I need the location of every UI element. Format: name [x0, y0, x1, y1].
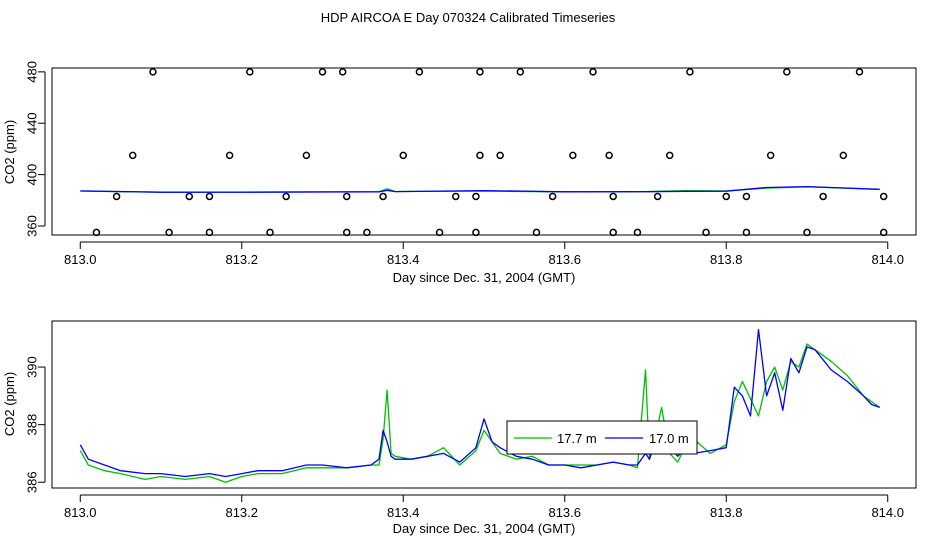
calibration-point: [665, 151, 674, 160]
y-tick-label: 390: [24, 356, 39, 378]
calibration-point: [472, 192, 480, 201]
calibration-point: [496, 151, 504, 160]
x-tick-label: 813.0: [64, 252, 97, 267]
x-tick-label: 813.2: [225, 505, 258, 520]
calibration-point: [532, 228, 541, 237]
top-panel: 813.0 813.2 813.4 813.6 813.8 814.0 360 400 440…: [2, 61, 917, 285]
y-tick-label: 386: [24, 471, 39, 493]
calibration-point: [879, 228, 888, 237]
calibration-point: [205, 228, 214, 237]
x-tick-label: 814.0: [871, 252, 904, 267]
calibration-point: [569, 151, 577, 160]
x-tick-label: 813.4: [387, 505, 420, 520]
calibration-point: [185, 192, 194, 201]
y-tick-label: 388: [24, 414, 39, 436]
calibration-point: [205, 192, 214, 201]
calibration-point: [128, 151, 137, 160]
calibration-point: [742, 192, 751, 201]
legend: 17.7 m 17.0 m: [506, 420, 698, 455]
bottom-x-axis: 813.0 813.2 813.4 813.6 813.8 814.0: [64, 494, 904, 520]
calibration-point: [472, 228, 480, 237]
calibration-point: [92, 228, 101, 237]
y-tick-label: 480: [24, 61, 39, 83]
bottom-panel: 813.0 813.2 813.4 813.6 813.8 814.0 386 388 390…: [2, 320, 917, 536]
bottom-series-lines: [79, 328, 881, 483]
calibration-point: [415, 68, 424, 76]
calibration-point: [516, 68, 525, 76]
calibration-point: [112, 192, 121, 201]
calibration-point: [338, 68, 347, 76]
bottom-y-axis: 386 388 390: [24, 356, 46, 493]
calibration-point: [451, 192, 460, 201]
legend-label-17-7m: 17.7 m: [557, 431, 597, 446]
legend-label-17-0m: 17.0 m: [649, 431, 689, 446]
x-tick-label: 813.0: [64, 505, 97, 520]
calibration-point: [855, 68, 864, 76]
calibration-point: [282, 192, 290, 201]
top-series-lines: [80, 185, 880, 193]
calibration-point: [476, 151, 484, 160]
series-line-blue: [79, 328, 880, 478]
calibration-point: [342, 228, 351, 237]
calibration-point: [225, 151, 234, 160]
calibration-point: [686, 68, 694, 76]
series-line-blue: [80, 185, 880, 193]
calibration-point: [783, 68, 791, 76]
top-x-axis-label: Day since Dec. 31, 2004 (GMT): [393, 270, 576, 285]
calibration-point: [149, 68, 157, 76]
calibration-point: [839, 151, 848, 160]
top-plot-frame: [51, 67, 917, 236]
calibration-point: [803, 228, 811, 237]
calibration-point: [605, 151, 613, 160]
calibration-point: [702, 228, 710, 237]
top-y-axis: 360 400 440 480: [24, 61, 46, 237]
bottom-plot-frame: [51, 320, 917, 489]
series-line-green: [79, 343, 881, 483]
x-tick-label: 813.6: [548, 252, 581, 267]
x-tick-label: 813.6: [548, 505, 581, 520]
calibration-point: [548, 192, 557, 201]
top-y-axis-label: CO2 (ppm): [2, 120, 17, 184]
y-tick-label: 360: [24, 215, 39, 237]
x-tick-label: 814.0: [871, 505, 904, 520]
calibration-point: [165, 228, 173, 237]
calibration-point: [399, 151, 408, 160]
calibration-point: [609, 228, 617, 237]
calibration-point: [302, 151, 311, 160]
calibration-point: [342, 192, 351, 201]
calibration-point: [379, 192, 387, 201]
calibration-point: [363, 228, 371, 237]
calibration-point: [633, 228, 642, 237]
x-tick-label: 813.8: [710, 252, 743, 267]
calibration-point: [766, 151, 775, 160]
calibration-point: [318, 68, 327, 76]
calibration-point: [879, 192, 888, 201]
chart-title: HDP AIRCOA E Day 070324 Calibrated Times…: [321, 10, 616, 25]
bottom-x-axis-label: Day since Dec. 31, 2004 (GMT): [393, 521, 576, 536]
top-x-axis: 813.0 813.2 813.4 813.6 813.8 814.0: [64, 241, 904, 267]
calibration-point: [476, 68, 484, 76]
calibration-point: [435, 228, 444, 237]
top-calibration-points: [92, 68, 888, 237]
x-tick-label: 813.4: [387, 252, 420, 267]
calibration-point: [722, 192, 730, 201]
y-tick-label: 400: [24, 164, 39, 186]
y-tick-label: 440: [24, 112, 39, 134]
calibration-point: [819, 192, 827, 201]
calibration-point: [609, 192, 617, 201]
calibration-point: [589, 68, 597, 76]
calibration-point: [742, 228, 751, 237]
bottom-y-axis-label: CO2 (ppm): [2, 372, 17, 436]
calibration-point: [266, 228, 274, 237]
calibration-point: [653, 192, 662, 201]
calibration-point: [246, 68, 254, 76]
x-tick-label: 813.8: [710, 505, 743, 520]
x-tick-label: 813.2: [225, 252, 258, 267]
